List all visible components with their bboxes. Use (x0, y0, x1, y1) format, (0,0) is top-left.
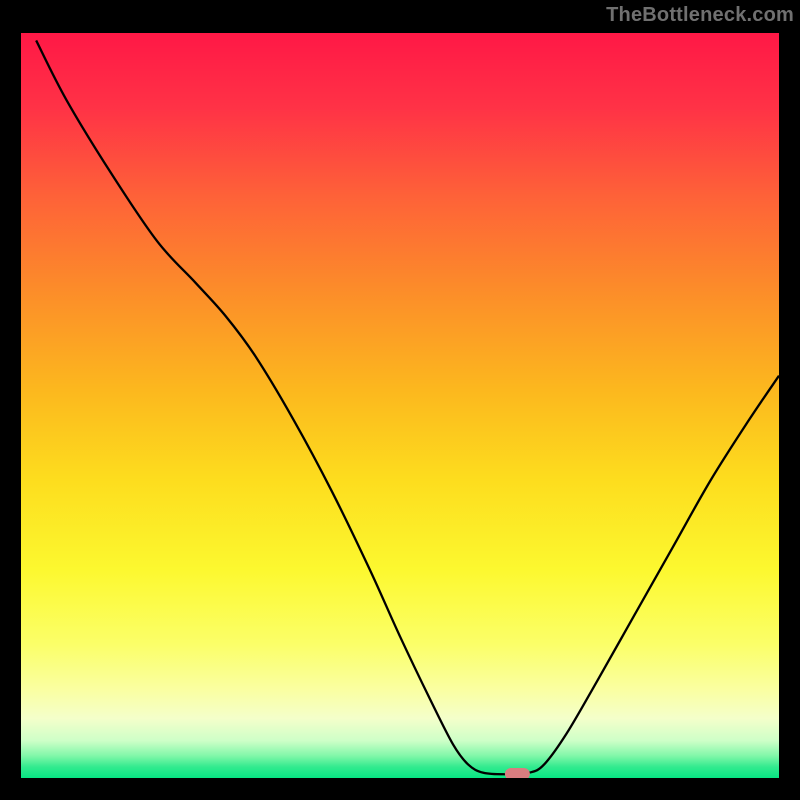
curve-path (36, 40, 779, 774)
plot-area (21, 33, 779, 778)
optimal-marker (505, 768, 529, 778)
plot-frame (21, 33, 779, 778)
bottleneck-curve (21, 33, 779, 778)
attribution-text: TheBottleneck.com (606, 4, 794, 27)
